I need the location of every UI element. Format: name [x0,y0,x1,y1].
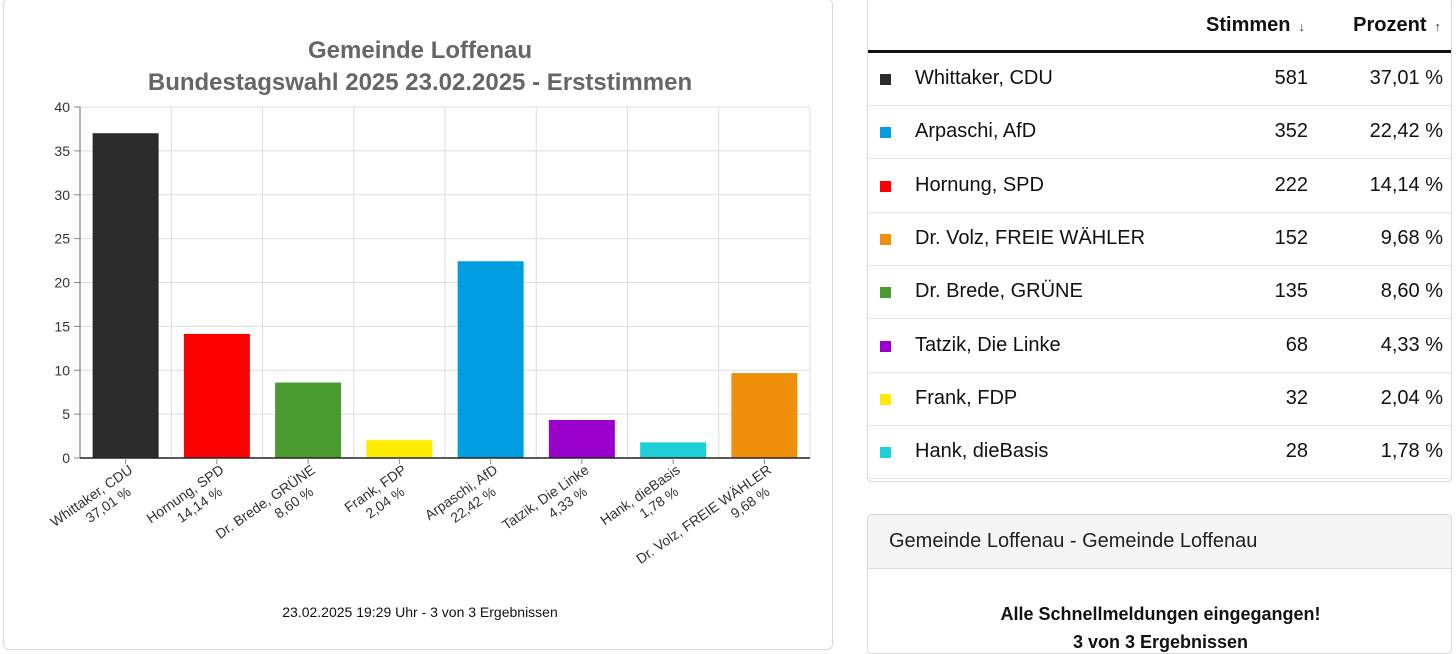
candidate-name: Tatzik, Die Linke [915,333,1061,356]
y-tick-label: 25 [54,231,70,247]
candidate-name: Hank, dieBasis [915,440,1049,463]
chart-title-line1: Gemeinde Loffenau [307,37,533,64]
chart-footer: 23.02.2025 19:29 Uhr - 3 von 3 Ergebniss… [282,604,558,620]
sort-down-icon: ↓ [1298,19,1306,34]
color-swatch-icon [880,233,891,245]
vote-count: 222 [1274,173,1308,196]
info-status-line: Alle Schnellmeldungen eingegangen! [1000,604,1321,624]
vote-percent: 2,04 % [1380,386,1443,409]
chart-title-line2: Bundestagswahl 2025 23.02.2025 - Erststi… [147,69,693,96]
info-header: Gemeinde Loffenau - Gemeinde Loffenau [868,515,1451,569]
column-header-percent[interactable]: Prozent ↑ [1353,14,1441,37]
sort-up-icon: ↑ [1434,19,1442,34]
bar[interactable] [366,440,433,458]
table-row: Dr. Volz, FREIE WÄHLER 152 9,68 % [868,213,1451,266]
vote-percent: 22,42 % [1369,120,1443,143]
candidate-name: Whittaker, CDU [915,67,1053,89]
table-row: Frank, FDP 32 2,04 % [868,373,1451,426]
bar[interactable] [457,261,524,458]
candidate-name: Hornung, SPD [915,173,1044,196]
vote-percent: 14,14 % [1369,173,1443,196]
info-header-title: Gemeinde Loffenau - Gemeinde Loffenau [889,530,1258,552]
vote-count: 352 [1274,120,1308,143]
bar[interactable] [548,420,615,458]
info-card: Gemeinde Loffenau - Gemeinde Loffenau Al… [867,514,1452,654]
bar[interactable] [92,133,159,458]
y-tick-label: 0 [62,450,70,466]
table-row: Dr. Brede, GRÜNE 135 8,60 % [868,266,1451,320]
vote-count: 581 [1274,67,1308,89]
info-body: Alle Schnellmeldungen eingegangen! 3 von… [868,600,1451,653]
vote-count: 135 [1274,280,1308,303]
color-swatch-icon [880,74,891,85]
bar[interactable] [731,373,798,458]
table-row: Hornung, SPD 222 14,14 % [868,160,1451,213]
candidate-name: Dr. Brede, GRÜNE [915,280,1083,303]
vote-count: 32 [1285,386,1308,409]
y-tick-label: 5 [62,406,70,422]
candidate-name: Arpaschi, AfD [915,120,1037,143]
color-swatch-icon [880,340,891,352]
bar[interactable] [640,442,707,458]
column-header-percent-label: Prozent [1353,14,1427,36]
info-results-line: 3 von 3 Ergebnissen [1072,632,1249,652]
vote-count: 68 [1285,333,1308,356]
table-row: Whittaker, CDU 581 37,01 % [868,53,1451,106]
table-row: Arpaschi, AfD 352 22,42 % [868,106,1451,160]
color-swatch-icon [880,180,891,192]
vote-percent: 8,60 % [1380,280,1443,303]
table-row: Hank, dieBasis 28 1,78 % [868,426,1451,480]
table-header: Stimmen ↓ Prozent ↑ [868,0,1451,53]
y-tick-label: 10 [54,362,70,378]
y-tick-label: 30 [54,187,70,203]
bar[interactable] [275,382,342,458]
candidate-name: Frank, FDP [915,386,1018,409]
color-swatch-icon [880,447,891,459]
y-tick-label: 15 [54,318,70,334]
table-row: Tatzik, Die Linke 68 4,33 % [868,320,1451,373]
vote-percent: 4,33 % [1380,333,1443,356]
vote-percent: 1,78 % [1380,440,1443,463]
y-tick-label: 40 [54,99,70,115]
column-header-votes-label: Stimmen [1206,14,1291,36]
color-swatch-icon [880,287,891,299]
vote-percent: 37,01 % [1369,67,1443,89]
vote-percent: 9,68 % [1380,226,1443,249]
y-tick-label: 35 [54,143,70,159]
chart-card: Gemeinde Loffenau Bundestagswahl 2025 23… [3,0,833,650]
column-header-votes[interactable]: Stimmen ↓ [1206,14,1305,37]
color-swatch-icon [880,393,891,405]
candidate-name: Dr. Volz, FREIE WÄHLER [915,226,1146,249]
vote-count: 28 [1285,440,1308,463]
vote-count: 152 [1274,226,1308,249]
bar[interactable] [183,333,250,458]
results-table: Stimmen ↓ Prozent ↑ Whittaker, CDU 581 37,01… [867,0,1452,482]
color-swatch-icon [880,127,891,139]
y-tick-label: 20 [54,275,70,291]
